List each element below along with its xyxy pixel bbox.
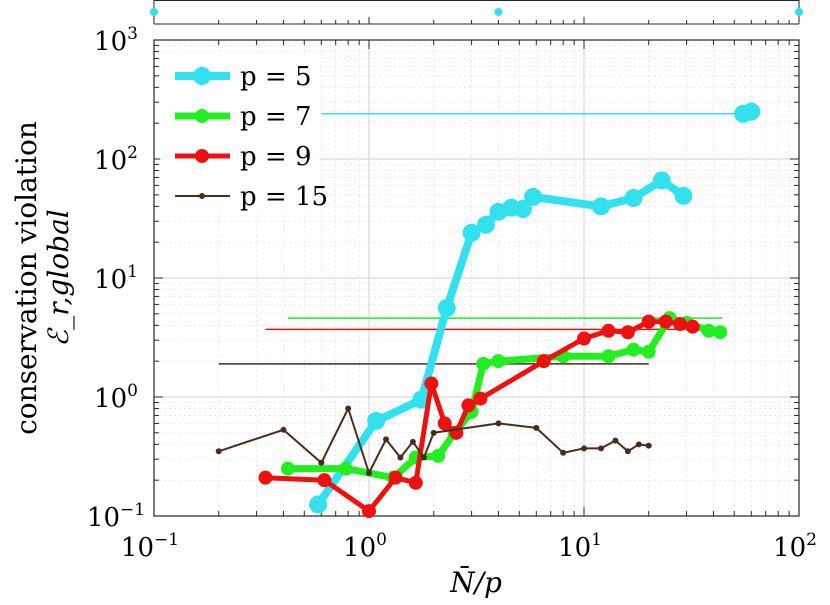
y-axis-label-line2: ℰ_r,global (42, 209, 75, 346)
data-point (533, 424, 540, 431)
legend-label: p = 7 (240, 102, 312, 132)
data-point (560, 449, 567, 456)
data-point (491, 354, 506, 369)
data-point (592, 197, 611, 216)
data-point (685, 319, 700, 334)
data-point (612, 437, 619, 444)
data-point (641, 314, 656, 329)
y-tick-label: 10−1 (87, 500, 145, 533)
legend-label: p = 15 (240, 182, 328, 212)
data-point (318, 459, 325, 466)
data-point (524, 187, 543, 206)
data-point (635, 441, 642, 448)
data-point (462, 223, 481, 242)
data-point (581, 445, 587, 452)
top-axis-strip (150, 0, 803, 25)
legend-swatch-marker (199, 193, 205, 199)
data-point (601, 349, 616, 364)
legend: p = 5 p = 7 p = 9 p = 15 (160, 55, 328, 215)
axis-ticks (153, 39, 800, 517)
legend-background (160, 55, 320, 215)
data-point (280, 461, 295, 476)
data-point (601, 323, 616, 338)
legend-swatch-marker (195, 109, 209, 123)
data-point (408, 475, 423, 490)
data-point (673, 317, 688, 332)
data-point (742, 102, 761, 121)
data-point (437, 416, 452, 431)
series-line (314, 176, 688, 509)
data-point (258, 470, 273, 485)
data-point (652, 171, 671, 190)
data-point (338, 461, 353, 476)
data-point (309, 495, 328, 514)
x-tick-label: 102 (773, 530, 817, 563)
data-point (674, 186, 693, 205)
top-strip-marker (795, 8, 803, 16)
legend-label: p = 9 (240, 142, 312, 172)
data-point (461, 398, 476, 413)
data-point (476, 356, 491, 371)
data-point (513, 200, 532, 219)
data-point (366, 469, 372, 476)
legend-swatch-marker (195, 149, 209, 163)
x-tick-label: 101 (558, 530, 602, 563)
legend-swatch-marker (193, 67, 211, 85)
data-point (626, 342, 641, 357)
data-point (620, 325, 635, 340)
data-point (658, 314, 673, 329)
data-point (713, 325, 728, 340)
data-point (388, 470, 403, 485)
series-layer (215, 102, 761, 519)
data-point (367, 411, 386, 430)
data-point (383, 436, 390, 443)
data-point (437, 298, 456, 317)
data-point (431, 448, 446, 463)
x-axis-label: N̄/p (449, 565, 502, 599)
data-point (215, 448, 222, 455)
data-point (345, 405, 352, 412)
data-point (641, 344, 656, 359)
tick-labels: 10−1 100 101 102 10−1 100 101 102 103 (87, 24, 817, 563)
data-point (473, 391, 488, 406)
data-point (362, 504, 376, 519)
data-point (577, 331, 591, 346)
data-point (598, 445, 605, 452)
data-point (420, 454, 427, 461)
y-tick-label: 101 (94, 262, 138, 295)
y-tick-label: 103 (94, 24, 138, 57)
x-tick-label: 100 (343, 530, 387, 563)
top-strip-marker (150, 8, 158, 16)
data-point (701, 323, 716, 338)
data-point (317, 473, 332, 488)
data-point (476, 215, 495, 234)
data-point (409, 438, 416, 445)
data-point (645, 442, 652, 449)
top-strip-marker (494, 8, 503, 16)
y-tick-label: 102 (94, 143, 138, 176)
data-point (624, 448, 631, 455)
y-axis-label-line1: conservation violation (10, 121, 43, 435)
data-point (424, 376, 439, 391)
y-tick-label: 100 (94, 381, 138, 414)
data-point (495, 420, 502, 427)
data-point (280, 426, 287, 433)
data-point (624, 189, 643, 208)
legend-label: p = 5 (240, 62, 312, 92)
data-point (397, 454, 404, 461)
x-tick-label: 10−1 (121, 530, 179, 563)
data-point (536, 354, 551, 369)
data-point (430, 429, 437, 436)
